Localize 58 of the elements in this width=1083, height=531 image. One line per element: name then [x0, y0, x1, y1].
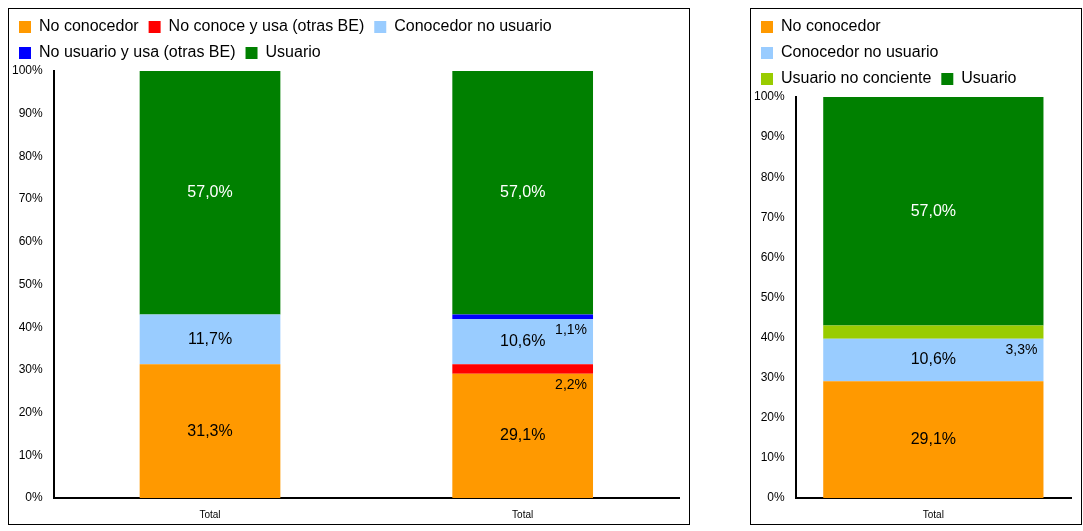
- data-label: 10,6%: [910, 350, 957, 368]
- data-label: 57,0%: [499, 183, 546, 201]
- y-tick-label: 10%: [18, 447, 44, 462]
- x-tick-label: Total: [922, 508, 944, 520]
- data-label: 3,3%: [1005, 340, 1038, 357]
- y-tick-label: 10%: [760, 450, 786, 465]
- bar: [452, 71, 594, 315]
- y-tick-label: 80%: [18, 148, 44, 163]
- y-tick-label: 70%: [18, 191, 44, 206]
- y-tick-label: 40%: [760, 329, 786, 344]
- legend-label: No conocedor: [781, 17, 882, 35]
- y-tick-label: 100%: [11, 63, 44, 78]
- y-tick-label: 20%: [18, 404, 44, 419]
- y-tick-label: 90%: [760, 129, 786, 144]
- legend-label: Usuario no conciente: [781, 69, 932, 87]
- bar: [823, 325, 1044, 339]
- data-label: 10,6%: [499, 332, 546, 350]
- y-tick-label: 100%: [753, 89, 786, 104]
- y-tick-label: 0%: [767, 490, 786, 505]
- y-tick-label: 90%: [18, 106, 44, 121]
- data-label: 29,1%: [910, 430, 957, 448]
- bar: [452, 373, 594, 498]
- bar: [139, 71, 281, 315]
- bar: [139, 364, 281, 498]
- data-label: 31,3%: [187, 421, 233, 439]
- legend-label: Usuario: [265, 43, 321, 61]
- legend-label: Usuario: [961, 69, 1017, 87]
- legend-label: No conocedor: [39, 17, 140, 35]
- legend-label: No usuario y usa (otras BE): [39, 43, 236, 61]
- legend-label: No conoce y usa (otras BE): [168, 17, 365, 35]
- legend-label: Conocedor no usuario: [394, 17, 552, 35]
- x-tick-label: Total: [512, 508, 534, 520]
- y-tick-label: 30%: [760, 370, 786, 385]
- y-tick-label: 70%: [760, 209, 786, 224]
- y-tick-label: 0%: [25, 490, 44, 505]
- y-tick-label: 50%: [760, 289, 786, 304]
- bar: [452, 319, 594, 365]
- data-label: 11,7%: [187, 329, 233, 347]
- y-tick-label: 30%: [18, 362, 44, 377]
- data-label: 2,2%: [555, 375, 588, 392]
- y-tick-label: 50%: [18, 276, 44, 291]
- legend-label: Conocedor no usuario: [781, 43, 939, 61]
- y-tick-label: 60%: [760, 249, 786, 264]
- y-tick-label: 20%: [760, 410, 786, 425]
- bar: [452, 314, 594, 320]
- bar: [823, 97, 1044, 326]
- data-label: 57,0%: [187, 183, 233, 201]
- x-tick-label: Total: [199, 508, 221, 520]
- bar: [823, 381, 1044, 498]
- bar: [823, 338, 1044, 382]
- data-label: 57,0%: [910, 201, 957, 219]
- bar: [139, 314, 281, 365]
- y-tick-label: 60%: [18, 234, 44, 249]
- data-label: 1,1%: [555, 320, 588, 337]
- bar: [452, 364, 594, 374]
- y-tick-label: 80%: [760, 169, 786, 184]
- y-tick-label: 40%: [18, 319, 44, 334]
- data-label: 29,1%: [499, 426, 546, 444]
